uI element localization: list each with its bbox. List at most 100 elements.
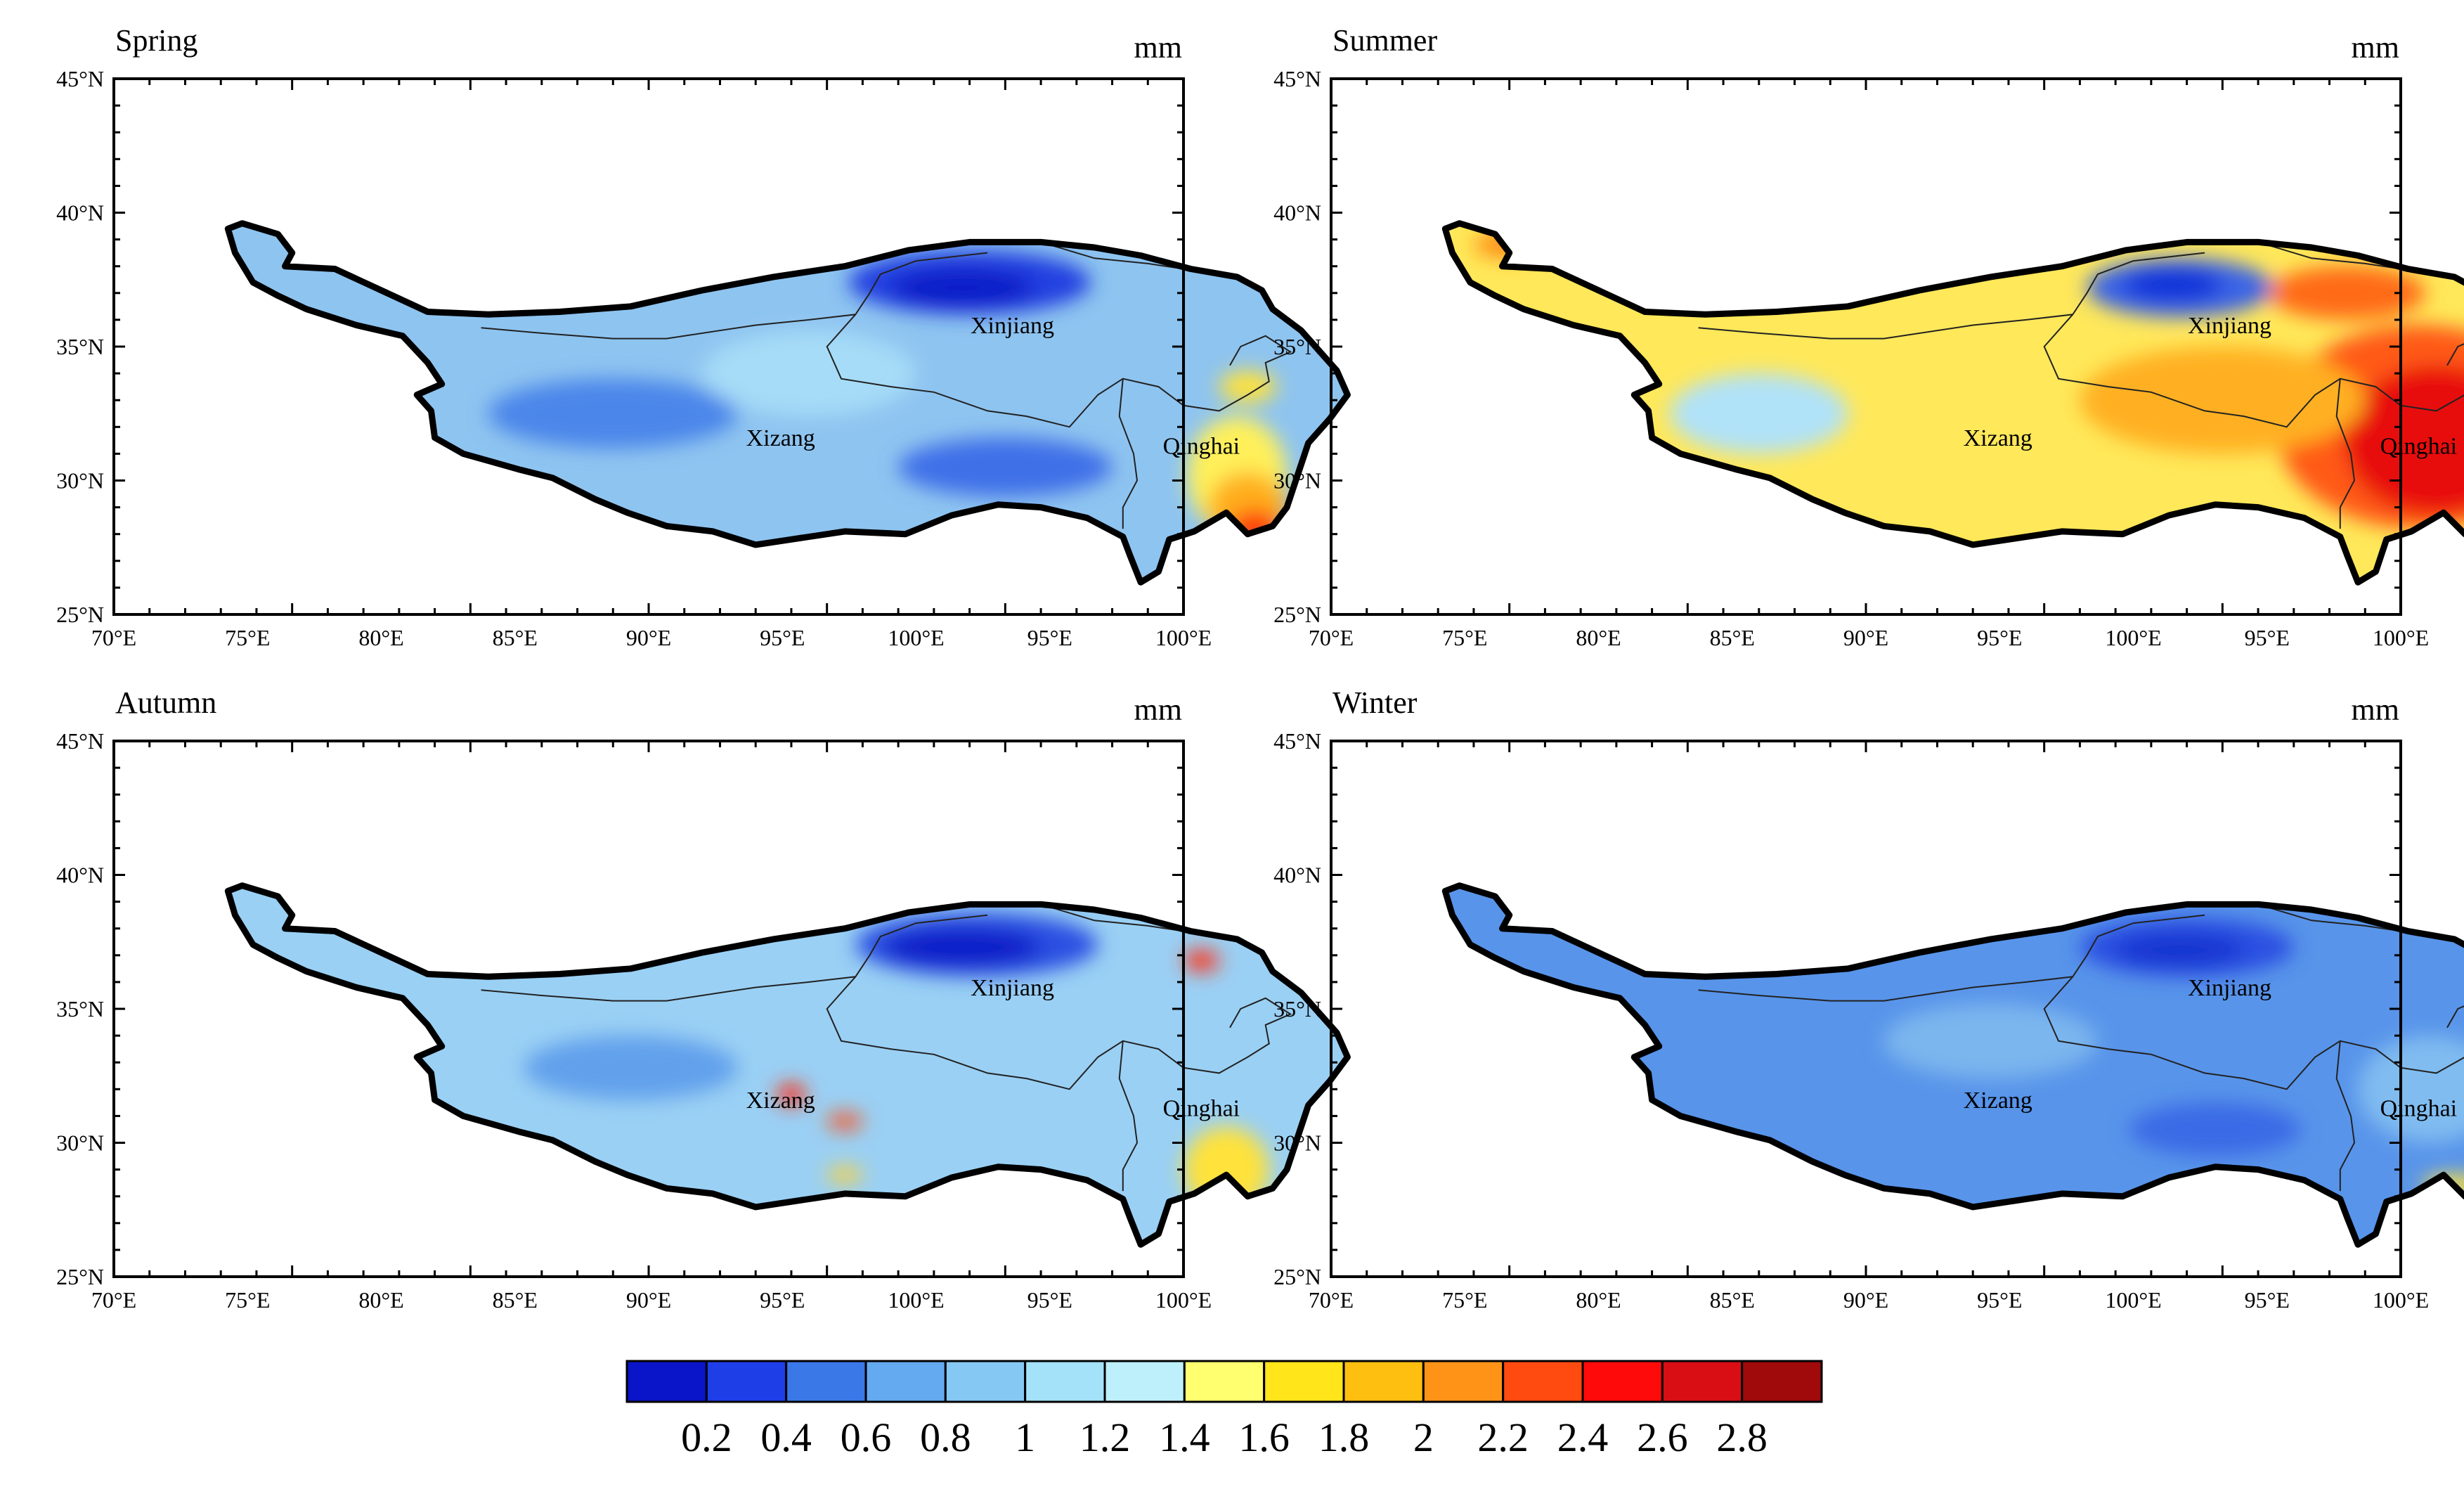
map-panel-winter: 45°N 40°N 35°N 30°N 25°N Xinjiang Xizang Qingha… — [1273, 685, 2464, 1313]
province-border — [1698, 252, 2205, 340]
lon-tick-label: 100°E — [2105, 625, 2161, 650]
colorbar-label: 2.2 — [1477, 1414, 1529, 1460]
colorbar-swatch — [785, 1360, 867, 1403]
province-border — [826, 976, 1184, 1090]
precip-field — [1445, 223, 2464, 583]
lat-tick-label: 25°N — [1273, 1264, 1321, 1289]
region-label-xinjiang: Xinjiang — [2188, 313, 2271, 339]
precip-patch — [1669, 373, 1848, 454]
precip-patch — [1184, 1126, 1269, 1213]
lat-tick-label: 25°N — [1273, 602, 1321, 627]
plateau-outline — [224, 882, 1351, 1248]
plateau-outline — [1441, 882, 2464, 1248]
precip-patch — [2122, 269, 2223, 302]
precip-patch — [826, 1113, 863, 1130]
lon-tick-label: 75°E — [1442, 1287, 1487, 1313]
field-patches — [1473, 231, 2464, 529]
precip-patch — [826, 1166, 863, 1183]
precip-patch — [2343, 365, 2464, 516]
lon-tick-label: 85°E — [493, 625, 538, 650]
colorbar-label: 2.6 — [1637, 1414, 1688, 1460]
colorbar-label: 0.2 — [681, 1414, 732, 1460]
colorbar-swatch — [625, 1360, 708, 1403]
lon-tick-label: 85°E — [1710, 1287, 1755, 1313]
lon-tick-label: 75°E — [225, 625, 270, 650]
precip-patch — [1883, 1003, 2098, 1079]
region-label-qinghai: Qinghai — [1163, 1095, 1240, 1121]
region-label-xizang: Xizang — [1964, 425, 2032, 451]
colorbar-label: 1.4 — [1159, 1414, 1210, 1460]
colorbar-swatch — [1263, 1360, 1345, 1403]
colorbar-swatch — [1741, 1360, 1823, 1403]
panel-title: Summer — [1332, 23, 1437, 58]
lon-tick-label: 80°E — [1576, 625, 1621, 650]
colorbar-label: 2 — [1413, 1414, 1434, 1460]
lat-tick-label: 40°N — [56, 863, 104, 888]
region-label-xinjiang: Xinjiang — [2188, 975, 2271, 1001]
province-border — [2400, 343, 2464, 412]
lon-tick-label: 95°E — [1977, 625, 2022, 650]
field-patches — [1883, 917, 2464, 1197]
lat-tick-label: 40°N — [1273, 200, 1321, 226]
lat-tick-label: 25°N — [56, 602, 104, 627]
lat-tick-label: 35°N — [56, 334, 104, 359]
province-border — [2043, 976, 2401, 1090]
precip-patch — [2080, 347, 2366, 454]
field-base — [228, 885, 1348, 1245]
precip-field — [1445, 885, 2464, 1245]
lon-tick-label: 70°E — [91, 625, 136, 650]
lon-tick-label: 90°E — [1843, 625, 1888, 650]
lon-tick-label: 80°E — [1576, 1287, 1621, 1313]
lat-tick-label: 35°N — [56, 996, 104, 1021]
precip-patch — [898, 437, 1113, 497]
precip-patch — [702, 330, 916, 417]
lon-tick-label: 95°E — [1027, 1287, 1072, 1313]
province-border — [1118, 378, 1139, 529]
lon-tick-label: 100°E — [2373, 1287, 2429, 1313]
colorbar-label: 0.8 — [920, 1414, 971, 1460]
region-label-xizang: Xizang — [746, 425, 815, 451]
lat-tick-label: 35°N — [1273, 996, 1321, 1021]
precip-patch — [777, 1083, 806, 1106]
colorbar-label: 0.6 — [841, 1414, 892, 1460]
lon-tick-label: 100°E — [1155, 1287, 1212, 1313]
colorbar: 0.2 0.4 0.6 0.8 1 1.2 1.4 1.6 1.8 2 2.2 2.4 2.6 2.8 — [625, 1360, 1823, 1460]
colorbar-swatch — [1103, 1360, 1186, 1403]
lon-tick-label: 75°E — [225, 1287, 270, 1313]
plateau-outline — [1441, 220, 2464, 586]
region-label-qinghai: Qinghai — [2380, 1095, 2458, 1121]
lat-tick-label: 30°N — [56, 468, 104, 494]
lat-tick-label: 40°N — [56, 200, 104, 226]
lon-tick-label: 95°E — [2245, 625, 2290, 650]
lat-tick-label: 45°N — [1273, 66, 1321, 91]
lon-tick-label: 90°E — [626, 625, 671, 650]
field-patches — [524, 912, 1269, 1213]
unit-label: mm — [2352, 30, 2399, 65]
lon-tick-label: 100°E — [888, 1287, 944, 1313]
lat-tick-label: 45°N — [56, 66, 104, 91]
lon-tick-label: 100°E — [2105, 1287, 2161, 1313]
precip-patch — [890, 269, 1034, 307]
colorbar-swatch — [705, 1360, 788, 1403]
lon-tick-label: 95°E — [760, 1287, 805, 1313]
province-border — [481, 914, 988, 1002]
unit-label: mm — [1134, 30, 1182, 65]
field-base — [1445, 223, 2464, 583]
province-border — [826, 314, 1184, 428]
province-border — [2400, 1005, 2464, 1074]
precip-patch — [488, 378, 738, 449]
colorbar-swatch — [1422, 1360, 1505, 1403]
colorbar-label: 1.8 — [1318, 1414, 1370, 1460]
province-border — [481, 252, 988, 340]
precip-patch — [2129, 1102, 2301, 1156]
panel-title: Autumn — [115, 685, 216, 720]
lat-tick-label: 45°N — [56, 728, 104, 754]
colorbar-label: 1 — [1015, 1414, 1035, 1460]
colorbar-swatch — [1024, 1360, 1106, 1403]
lat-tick-label: 35°N — [1273, 334, 1321, 359]
province-border — [1183, 335, 1292, 412]
lon-tick-label: 70°E — [91, 1287, 136, 1313]
province-border — [1698, 914, 2205, 1002]
precip-patch — [1219, 370, 1276, 404]
region-label-xinjiang: Xinjiang — [971, 975, 1054, 1001]
